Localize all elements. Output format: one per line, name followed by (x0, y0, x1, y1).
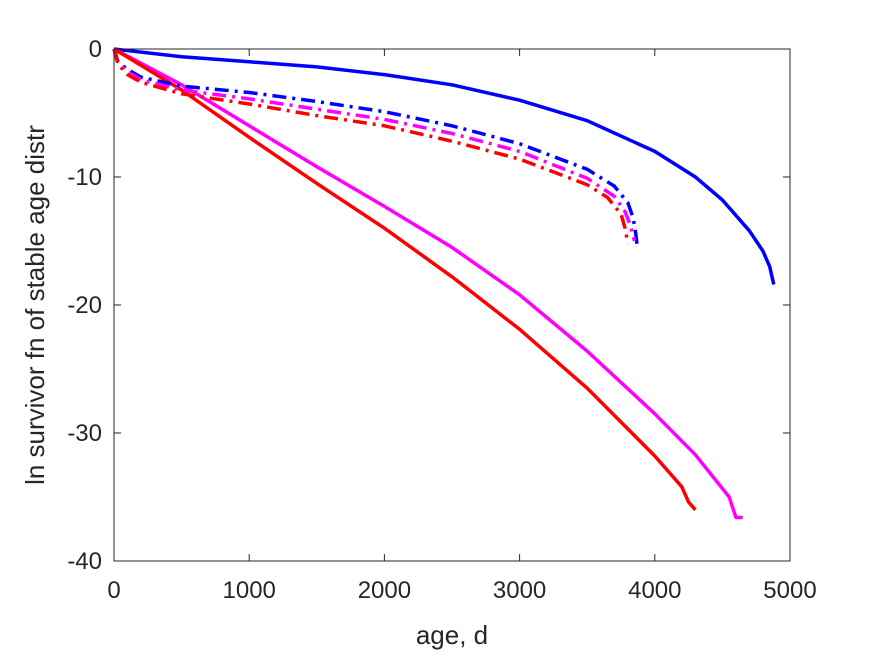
series-line-5 (112, 48, 637, 242)
series-layer (112, 47, 776, 520)
series-line-2 (113, 47, 743, 520)
series-line-6 (112, 48, 630, 244)
y-tick-label: -30 (67, 420, 102, 447)
y-tick-label: -20 (67, 292, 102, 319)
x-tick-label: 5000 (763, 577, 816, 604)
y-tick-label: -10 (67, 164, 102, 191)
tick-layer: 0 1000 2000 3000 4000 5000 0 -10 -20 -30 -40 (67, 36, 816, 604)
x-tick-label: 0 (107, 577, 120, 604)
x-tick-label: 4000 (628, 577, 681, 604)
x-tick-label: 1000 (223, 577, 276, 604)
y-tick-label: -40 (67, 548, 102, 575)
x-tick-label: 2000 (358, 577, 411, 604)
series-line-4 (112, 48, 639, 247)
y-tick-label: 0 (89, 36, 102, 63)
x-tick-label: 3000 (493, 577, 546, 604)
x-axis-label: age, d (416, 620, 488, 650)
series-line-1 (113, 47, 776, 285)
series-line-3 (113, 47, 697, 511)
y-axis-label: ln survivor fn of stable age distr (20, 125, 50, 485)
